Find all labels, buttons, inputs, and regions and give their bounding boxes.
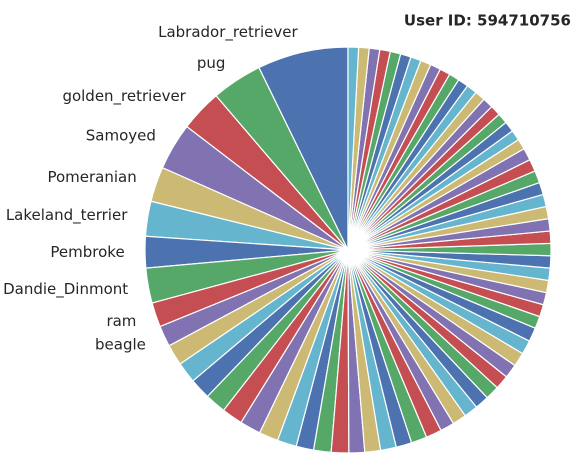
chart-title: User ID: 594710756 (404, 12, 571, 30)
slice-label: golden_retriever (62, 87, 186, 106)
slice-label: Dandie_Dinmont (3, 280, 128, 299)
slice-label: Pomeranian (47, 168, 136, 186)
slice-label: Samoyed (86, 127, 156, 145)
slice-label: beagle (95, 335, 146, 353)
slice-label: ram (106, 312, 136, 330)
slice-label: Lakeland_terrier (6, 206, 128, 225)
slice-label: pug (197, 54, 226, 72)
slice-label: Pembroke (50, 243, 124, 261)
slice-label: Labrador_retriever (158, 23, 298, 42)
pie-slice (347, 46, 360, 251)
